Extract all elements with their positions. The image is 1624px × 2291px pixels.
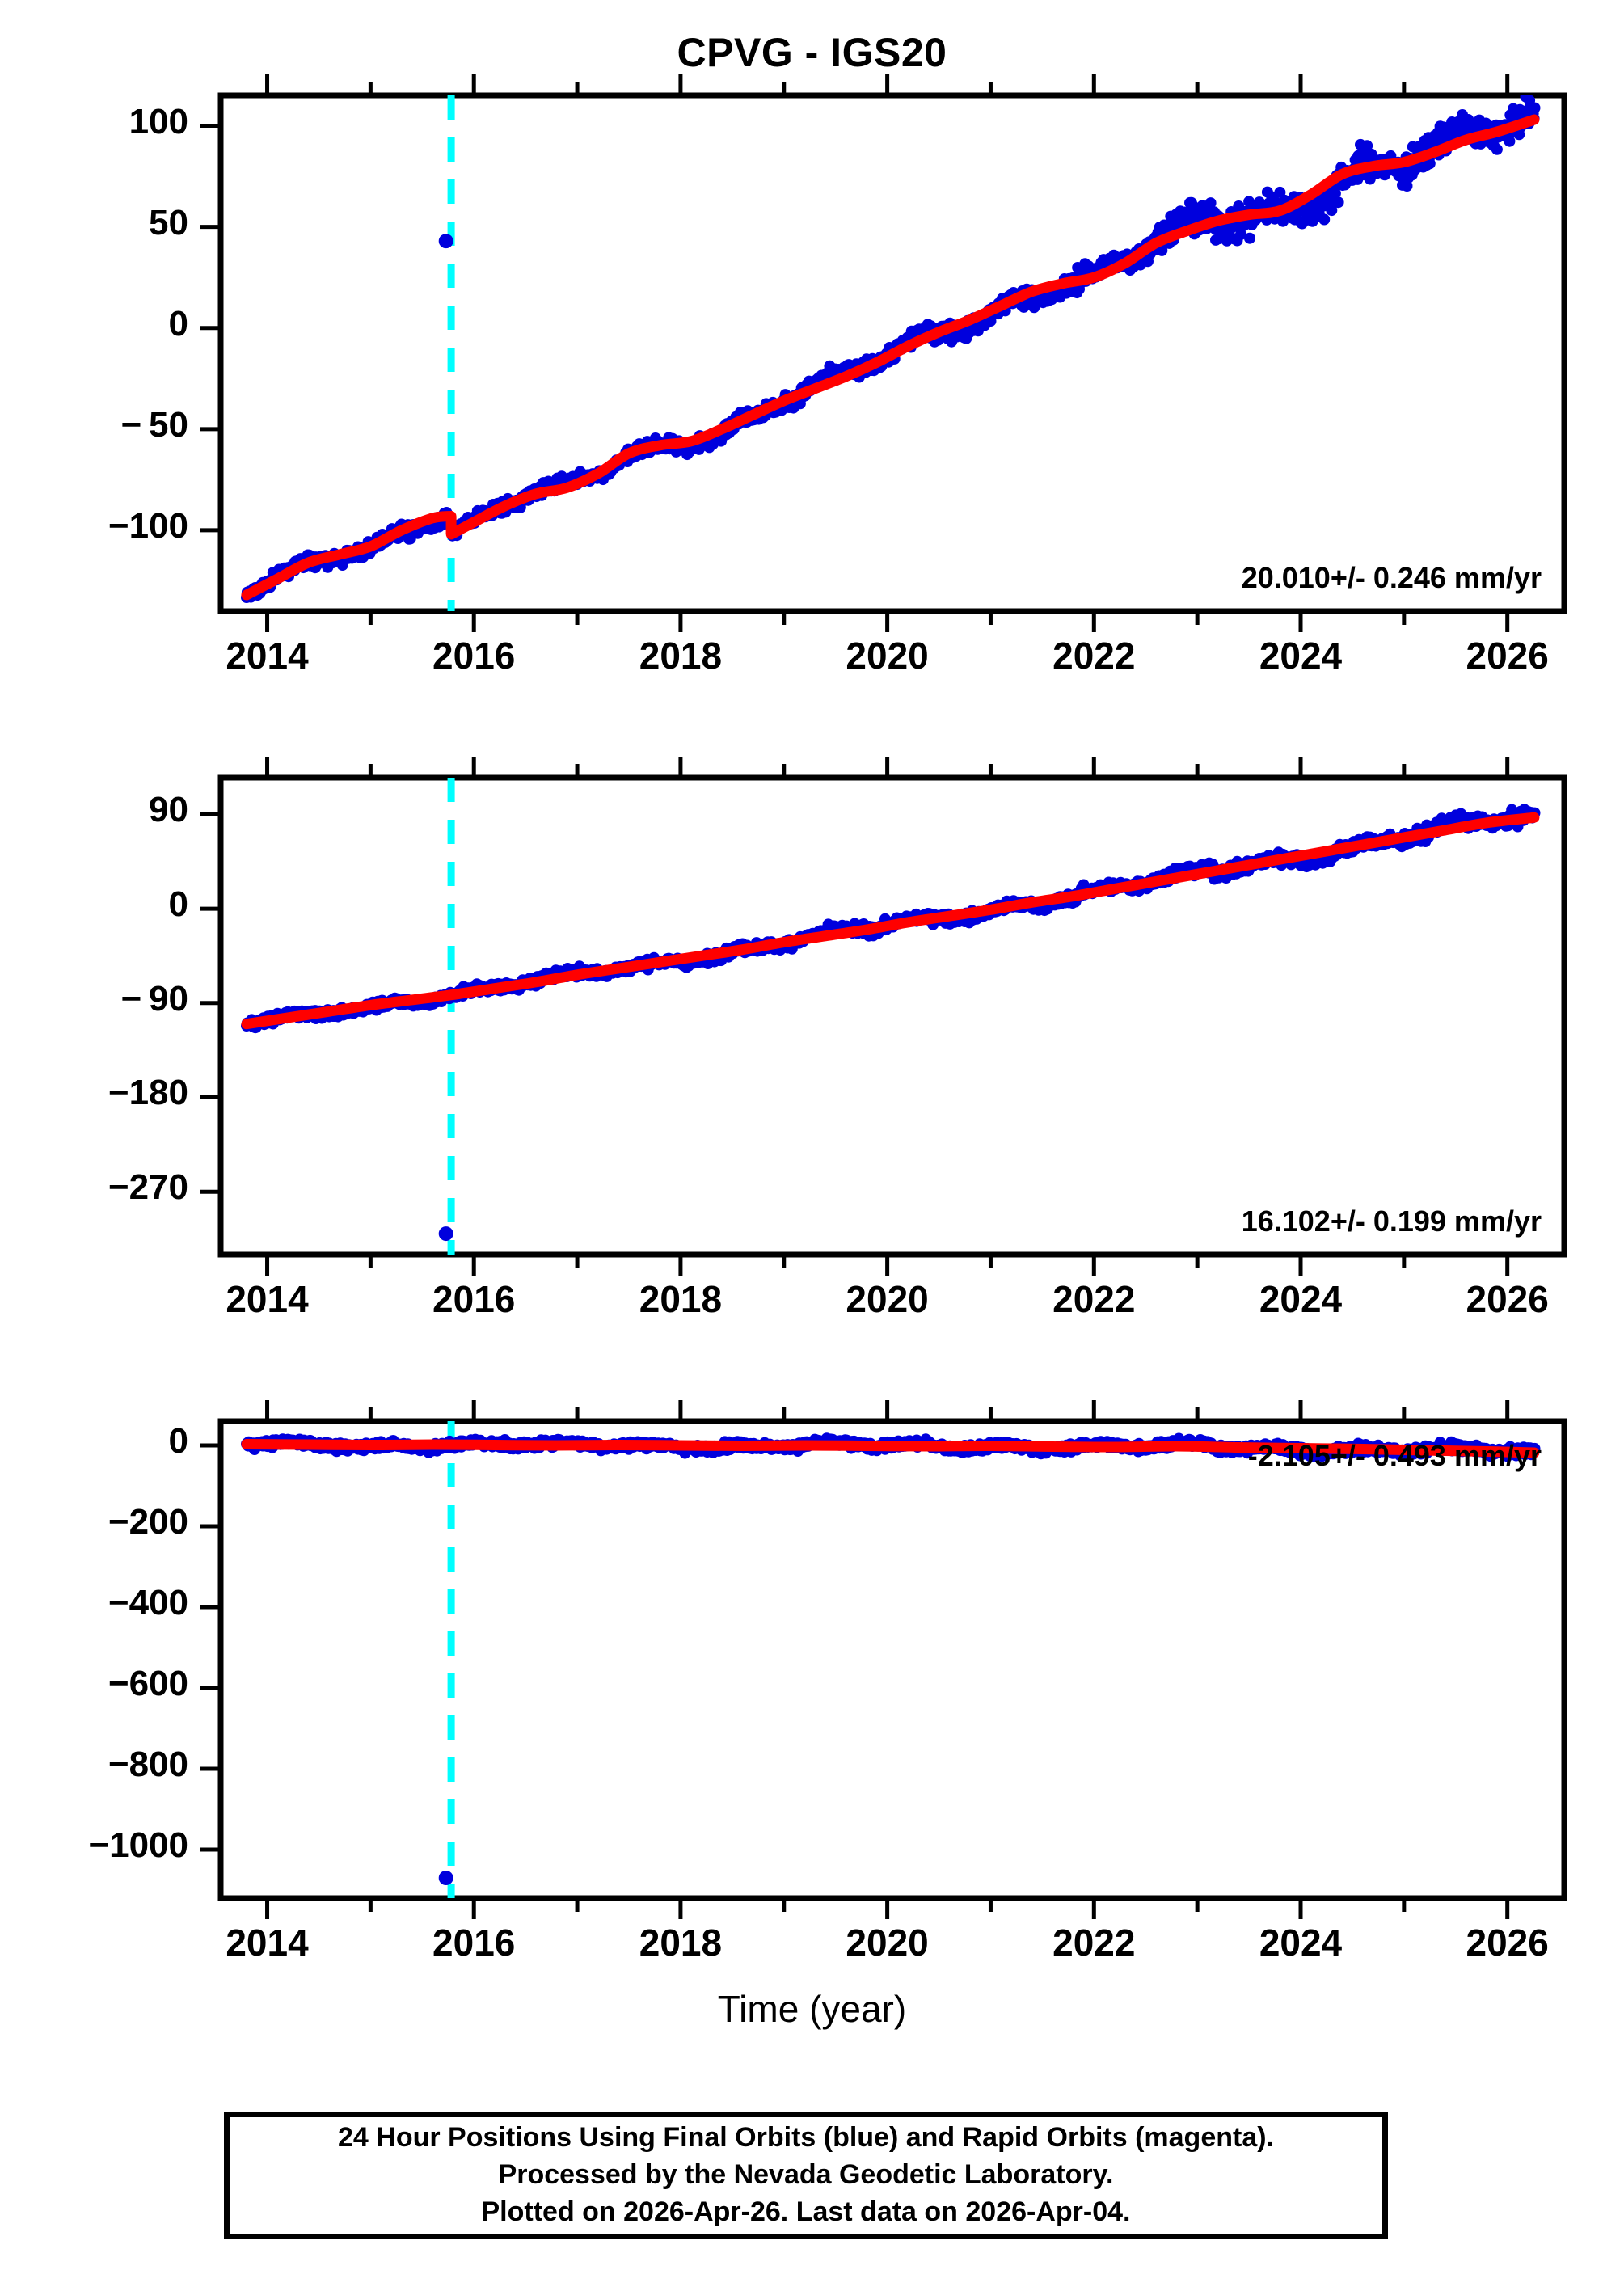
outlier-point	[438, 1226, 453, 1242]
caption-box: 24 Hour Positions Using Final Orbits (bl…	[224, 2112, 1388, 2239]
x-tick-label: 2016	[432, 1278, 516, 1320]
x-axis-label: Time (year)	[717, 1988, 907, 2030]
axis-ticks-north	[200, 757, 1510, 1276]
model-fit-line	[241, 812, 1540, 1030]
x-tick-label: 2018	[639, 1922, 723, 1964]
y-tick-label: − 50	[120, 404, 188, 445]
model-fit-line	[241, 510, 457, 601]
x-tick-label: 2026	[1466, 1922, 1549, 1964]
y-tick-label: 0	[168, 884, 188, 925]
x-tick-label: 2022	[1052, 1922, 1136, 1964]
caption-line-2: Processed by the Nevada Geodetic Laborat…	[498, 2159, 1114, 2191]
y-tick-label: −800	[108, 1745, 188, 1784]
caption-line-3: Plotted on 2026-Apr-26. Last data on 202…	[481, 2196, 1131, 2227]
y-tick-label: −270	[108, 1167, 188, 1208]
axis-ticks-up	[200, 1400, 1510, 1919]
rate-annotation-east: 20.010+/- 0.246 mm/yr	[1241, 561, 1542, 594]
x-tick-label: 2024	[1259, 1922, 1343, 1964]
x-tick-label: 2014	[226, 1278, 309, 1320]
x-tick-label: 2014	[226, 1922, 309, 1964]
model-fit-line	[241, 1439, 1540, 1458]
y-tick-label: 0	[168, 1421, 188, 1461]
x-tick-label: 2024	[1259, 635, 1343, 677]
x-tick-label: 2020	[846, 635, 929, 677]
x-tick-label: 2026	[1466, 635, 1549, 677]
x-tick-label: 2016	[432, 1922, 516, 1964]
model-fit-line	[445, 114, 1540, 540]
y-tick-label: −400	[108, 1583, 188, 1622]
x-tick-label: 2014	[226, 635, 309, 677]
y-tick-label: 50	[149, 202, 188, 243]
y-tick-label: −600	[108, 1664, 188, 1703]
x-tick-label: 2022	[1052, 1278, 1136, 1320]
x-tick-label: 2018	[639, 1278, 723, 1320]
y-tick-label: −1000	[88, 1825, 188, 1865]
y-tick-label: 90	[149, 790, 188, 830]
x-tick-label: 2024	[1259, 1278, 1343, 1320]
outlier-point	[438, 234, 453, 249]
y-tick-label: 0	[168, 303, 188, 344]
y-tick-label: −180	[108, 1073, 188, 1113]
x-tick-label: 2018	[639, 635, 723, 677]
x-tick-label: 2022	[1052, 635, 1136, 677]
x-tick-label: 2020	[846, 1922, 929, 1964]
y-tick-label: −100	[108, 505, 188, 546]
x-tick-label: 2020	[846, 1278, 929, 1320]
rate-annotation-up: -2.105+/- 0.493 mm/yr	[1247, 1439, 1542, 1472]
x-tick-label: 2026	[1466, 1278, 1549, 1320]
x-tick-label: 2016	[432, 635, 516, 677]
axis-ticks-east	[200, 74, 1510, 632]
rate-annotation-north: 16.102+/- 0.199 mm/yr	[1241, 1205, 1542, 1238]
page-title: CPVG - IGS20	[677, 30, 947, 75]
y-tick-label: − 90	[120, 978, 188, 1019]
y-tick-label: 100	[129, 101, 188, 141]
caption-line-1: 24 Hour Positions Using Final Orbits (bl…	[338, 2122, 1274, 2154]
y-tick-label: −200	[108, 1502, 188, 1542]
outlier-point	[438, 1871, 453, 1885]
